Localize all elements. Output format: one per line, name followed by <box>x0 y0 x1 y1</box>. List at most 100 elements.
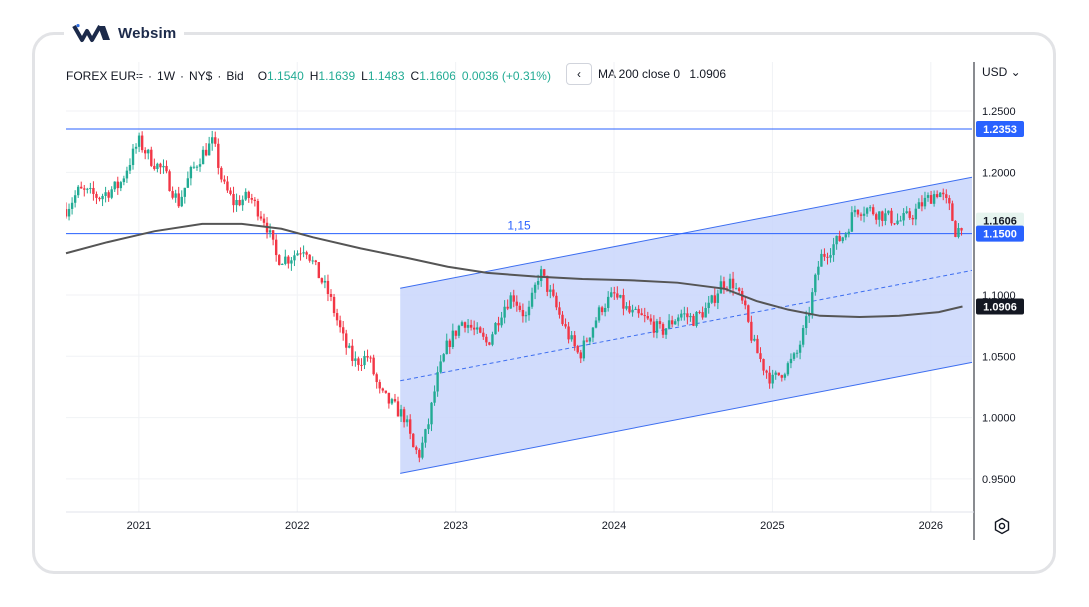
candle-body <box>214 137 217 144</box>
candle-body <box>393 399 397 402</box>
candle-body <box>390 399 394 404</box>
candle-body <box>567 326 570 340</box>
candle-body <box>479 327 482 333</box>
candle-body <box>232 194 235 206</box>
candle-body <box>768 372 771 384</box>
ma-legend[interactable]: MA 200 close 0 1.0906 <box>598 67 726 81</box>
candle-body <box>381 388 384 391</box>
candle-body <box>229 190 232 195</box>
candle-body <box>451 330 455 348</box>
candle-body <box>448 340 451 348</box>
candle-body <box>238 199 241 206</box>
candle-body <box>457 325 461 336</box>
x-tick-label: 2024 <box>602 520 626 532</box>
candle-body <box>137 135 141 147</box>
candle-body <box>80 186 83 189</box>
candle-body <box>661 324 665 335</box>
candle-body <box>957 228 960 237</box>
candle-body <box>649 318 653 322</box>
candle-body <box>722 281 726 289</box>
candle-body <box>786 363 790 375</box>
candle-body <box>573 335 576 347</box>
candle-body <box>713 295 716 303</box>
candle-body <box>311 260 314 262</box>
candle-body <box>673 321 677 325</box>
candle-body <box>372 357 375 375</box>
candle-body <box>871 207 875 215</box>
candle-body <box>868 207 872 209</box>
candle-body <box>536 281 540 285</box>
candle-body <box>862 213 866 216</box>
price-label-text: 1.1606 <box>983 216 1017 228</box>
candle-body <box>509 295 512 309</box>
interval[interactable]: 1W <box>157 69 176 83</box>
candle-body <box>789 358 793 364</box>
candle-body <box>198 164 202 167</box>
candle-body <box>518 305 522 310</box>
candle-body <box>887 210 890 214</box>
candle-body <box>66 209 68 217</box>
candle-body <box>603 307 607 313</box>
candle-body <box>707 302 710 309</box>
candle-body <box>948 197 951 204</box>
collapse-legend-button[interactable]: ‹ <box>566 63 592 85</box>
candle-body <box>960 228 963 231</box>
channel-fill <box>400 177 972 474</box>
candle-body <box>814 274 817 293</box>
candle-body <box>664 328 668 335</box>
candle-body <box>116 181 119 189</box>
candle-body <box>247 191 250 199</box>
candle-body <box>704 308 707 318</box>
candle-body <box>396 401 400 417</box>
high-value: 1.1639 <box>318 69 356 83</box>
close-label: C <box>410 69 420 83</box>
candle-body <box>427 424 430 430</box>
candle-body <box>95 193 98 198</box>
price-type: Bid <box>226 69 244 83</box>
currency-selector[interactable]: USD ⌄ <box>982 65 1021 79</box>
candle-body <box>902 213 905 221</box>
candle-body <box>951 203 954 221</box>
y-tick-label: 1.2000 <box>982 167 1016 179</box>
candle-body <box>795 352 799 354</box>
y-tick-label: 1.0000 <box>982 413 1016 425</box>
candle-body <box>281 263 284 265</box>
chart-settings-icon[interactable] <box>993 517 1011 535</box>
candle-body <box>186 178 190 188</box>
candle-body <box>634 308 637 310</box>
candle-body <box>594 320 598 328</box>
candle-body <box>597 307 601 321</box>
candle-body <box>259 216 263 219</box>
candle-body <box>610 292 613 297</box>
candle-body <box>485 336 488 343</box>
candle-body <box>171 191 174 198</box>
candle-body <box>466 324 470 328</box>
candle-body <box>543 269 546 276</box>
candle-body <box>798 344 802 353</box>
symbol-header: FOREX EUR= · 1W · NY$ · Bid O 1.1540 H 1… <box>66 67 551 85</box>
exchange: NY$ <box>189 69 213 83</box>
candle-body <box>415 447 418 450</box>
candle-body <box>250 198 254 200</box>
candle-body <box>631 309 634 313</box>
candle-body <box>533 284 537 293</box>
candle-body <box>147 149 150 154</box>
candle-body <box>351 345 354 361</box>
candle-body <box>539 269 543 282</box>
candle-body <box>555 295 558 308</box>
candle-body <box>92 187 95 194</box>
candle-body <box>655 321 659 333</box>
candle-body <box>153 165 156 169</box>
candle-body <box>893 223 896 225</box>
candle-body <box>838 235 841 242</box>
candle-body <box>689 315 692 318</box>
candle-body <box>271 230 275 240</box>
symbol-name[interactable]: FOREX EUR= <box>66 69 144 83</box>
candle-body <box>765 370 768 373</box>
candle-body <box>168 171 171 192</box>
candle-body <box>70 202 74 209</box>
close-value: 1.1606 <box>419 69 456 83</box>
candle-body <box>494 322 497 335</box>
candle-body <box>241 199 244 206</box>
